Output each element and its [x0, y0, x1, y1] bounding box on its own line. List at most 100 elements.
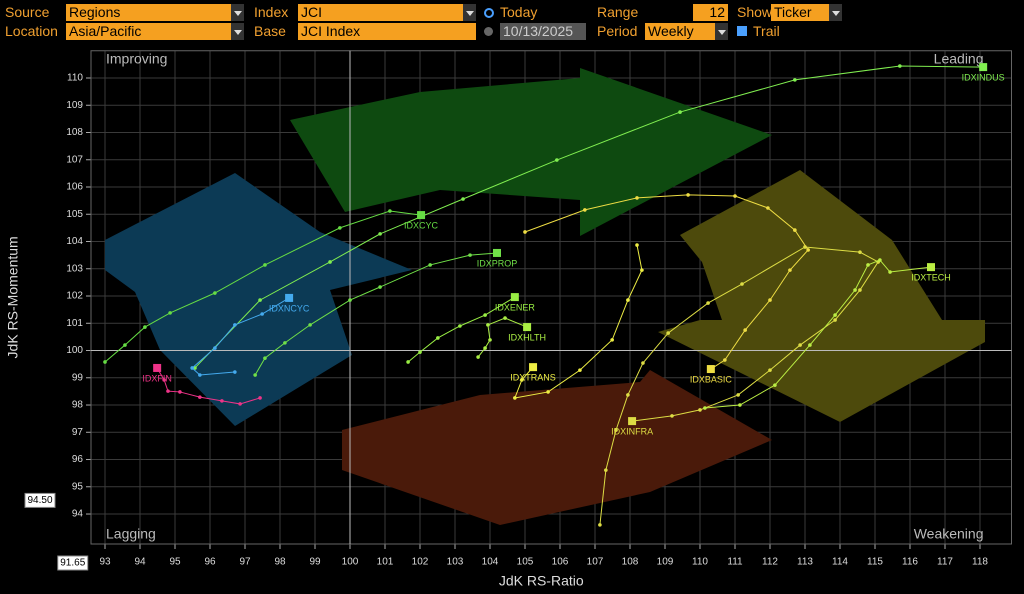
y-tick-label: 101 [66, 318, 83, 329]
ticker-label: IDXTRANS [510, 373, 556, 383]
x-tick-label: 93 [99, 557, 111, 568]
trail-point [888, 270, 892, 274]
location-dropdown[interactable]: Asia/Pacific [66, 23, 244, 40]
trail-line [194, 65, 984, 369]
ticker-label: IDXTECH [911, 273, 951, 283]
y-tick-label: 107 [66, 154, 83, 165]
x-tick-label: 117 [937, 557, 953, 568]
trail-point [162, 378, 166, 382]
y-tick-label: 103 [66, 263, 83, 274]
trail-point [733, 194, 737, 198]
location-label: Location [5, 23, 58, 39]
end-marker [628, 417, 637, 426]
source-label: Source [5, 4, 50, 20]
end-marker [417, 211, 426, 220]
trail-point [220, 399, 224, 403]
trail-point [723, 358, 727, 362]
x-tick-label: 102 [412, 557, 429, 568]
trail-line [477, 317, 528, 358]
end-marker [927, 263, 935, 272]
trail-point [178, 390, 182, 394]
cursor-x-label: 91.65 [60, 558, 85, 569]
trail-checkbox[interactable] [737, 26, 747, 36]
date-input[interactable]: 10/13/2025 [500, 23, 586, 40]
ticker-label: IDXBASIC [690, 374, 733, 384]
source-dropdown[interactable]: Regions [66, 4, 244, 21]
range-input[interactable]: 12 [693, 4, 728, 21]
show-dropdown[interactable]: Ticker [771, 4, 842, 21]
x-tick-label: 94 [134, 557, 146, 568]
trail-point [193, 366, 197, 370]
show-label: Show [737, 4, 773, 20]
period-value: Weekly [648, 23, 694, 39]
x-tick-label: 105 [517, 557, 534, 568]
trail-point [308, 323, 312, 327]
ticker-label: IDXNCYC [269, 303, 310, 313]
y-tick-label: 106 [66, 182, 83, 193]
trail-point [833, 318, 837, 322]
trail-point [436, 336, 440, 340]
trail-point [635, 243, 639, 247]
trail-point [233, 370, 237, 374]
trail-point [666, 331, 670, 335]
x-tick-label: 106 [552, 557, 569, 568]
quadrant-label: Improving [106, 50, 167, 66]
period-dropdown[interactable]: Weekly [645, 23, 728, 40]
y-tick-label: 98 [72, 400, 84, 411]
trail-point [238, 402, 242, 406]
trail-point [878, 258, 882, 262]
trail-point [626, 298, 630, 302]
plot-frame [90, 50, 1012, 545]
trail-point [328, 260, 332, 264]
ticker-label: IDXINDUS [962, 72, 1005, 82]
today-label: Today [500, 4, 538, 20]
trail-point [858, 250, 862, 254]
index-dropdown[interactable]: JCI [298, 4, 476, 21]
trail-point [263, 356, 267, 360]
trail-point [736, 393, 740, 397]
trail-point [168, 311, 172, 315]
trail-point [546, 390, 550, 394]
trail-point [614, 428, 618, 432]
trail-point [626, 393, 630, 397]
trail-point [678, 110, 682, 114]
trail-point [263, 263, 267, 267]
trail-point [706, 301, 710, 305]
end-marker [153, 363, 162, 372]
trail-point [103, 360, 107, 364]
trail-point [686, 193, 690, 197]
trail-point [348, 298, 352, 302]
trail-point [798, 343, 802, 347]
ticker-label: IDXHLTH [508, 332, 546, 342]
trail-point [768, 298, 772, 302]
today-radio[interactable] [484, 8, 494, 18]
y-tick-label: 99 [72, 372, 84, 383]
trail-point [766, 206, 770, 210]
cursor-y-box [24, 492, 56, 508]
x-tick-label: 108 [622, 557, 639, 568]
trail-point [458, 324, 462, 328]
y-tick-label: 95 [72, 481, 84, 492]
trail-point [198, 373, 202, 377]
trail-point [520, 378, 524, 382]
quadrant-label: Leading [934, 50, 984, 66]
trail-point [406, 360, 410, 364]
date-radio[interactable] [484, 27, 493, 36]
trail-point [388, 209, 392, 213]
trail-point [233, 323, 237, 327]
x-tick-label: 103 [447, 557, 464, 568]
x-tick-label: 98 [274, 557, 286, 568]
ticker-label: IDXENER [495, 302, 536, 312]
trail-point [143, 325, 147, 329]
x-tick-label: 115 [867, 557, 883, 568]
trail-point [866, 263, 870, 267]
y-tick-label: 110 [67, 73, 83, 84]
x-tick-label: 99 [309, 557, 321, 568]
trail-point [768, 368, 772, 372]
y-tick-label: 105 [66, 209, 83, 220]
base-input[interactable]: JCI Index [298, 23, 476, 40]
x-tick-label: 96 [204, 557, 216, 568]
x-tick-label: 116 [902, 557, 918, 568]
trail-point [610, 338, 614, 342]
